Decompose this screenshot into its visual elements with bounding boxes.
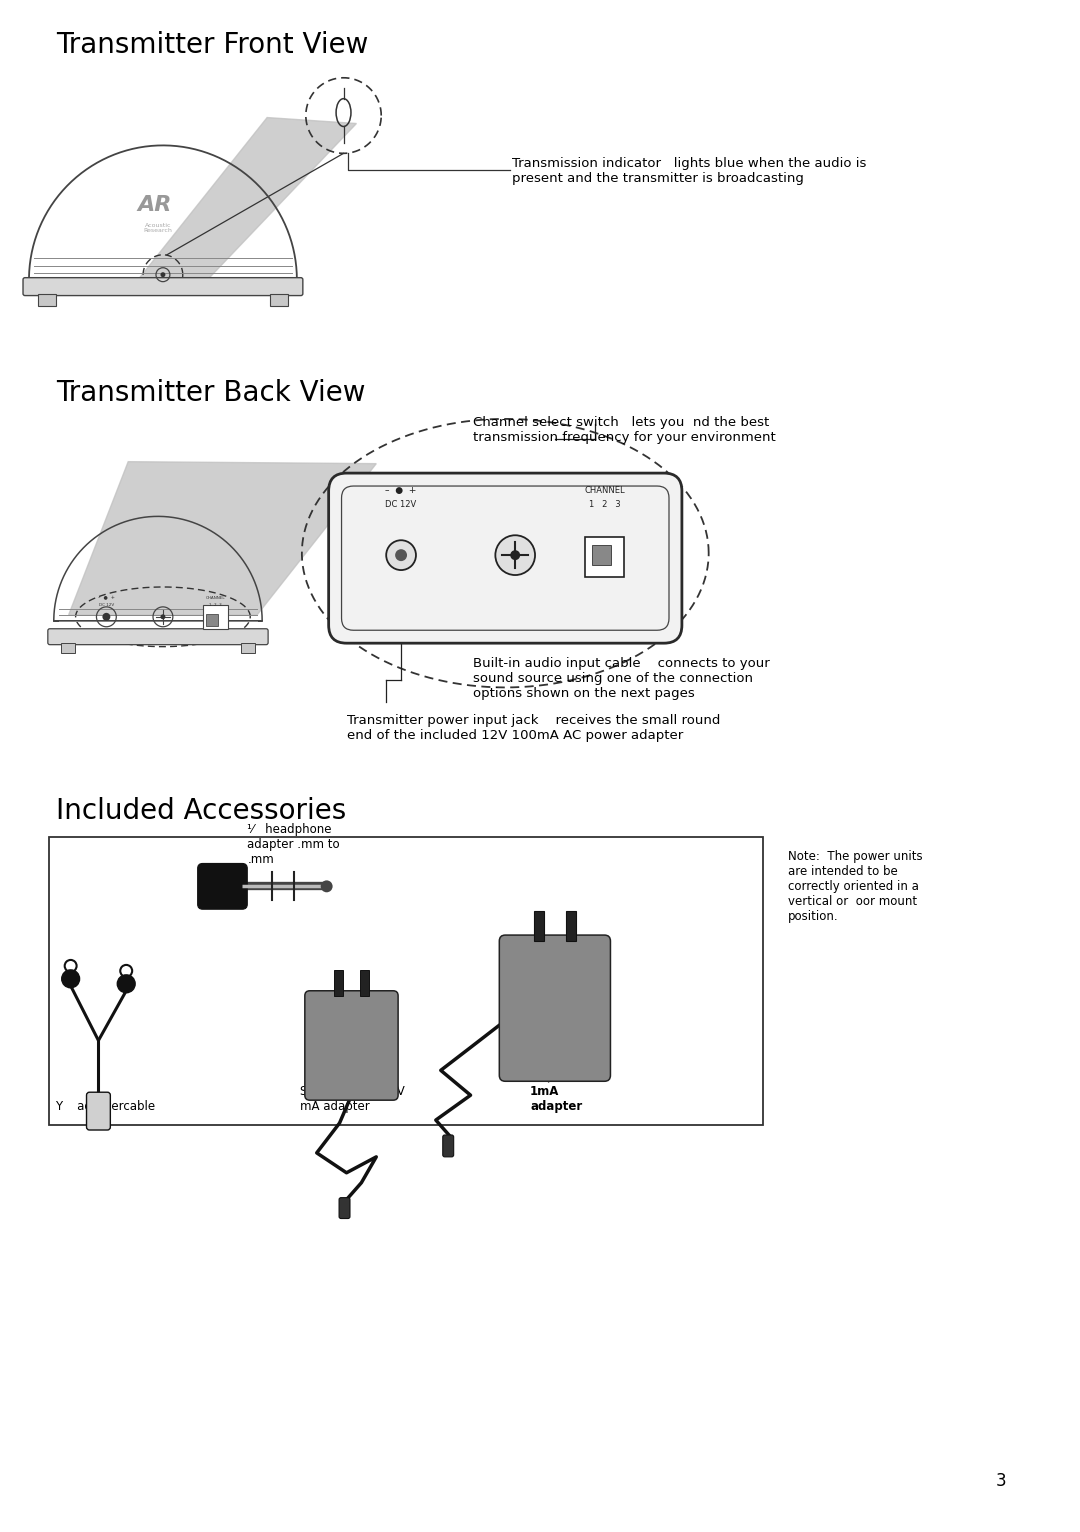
Text: SpeakerAC/DC 1V
mA adapter: SpeakerAC/DC 1V mA adapter bbox=[300, 1085, 405, 1114]
FancyBboxPatch shape bbox=[86, 1092, 110, 1131]
Text: 1  2  3: 1 2 3 bbox=[210, 604, 221, 607]
Text: DC 12V: DC 12V bbox=[98, 604, 114, 607]
Bar bbox=[49, 836, 764, 1124]
Text: –  ●  +: – ● + bbox=[386, 487, 417, 495]
Circle shape bbox=[62, 970, 80, 988]
Text: Note:  The power units
are intended to be
correctly oriented in a
vertical or  o: Note: The power units are intended to be… bbox=[788, 850, 922, 922]
Circle shape bbox=[395, 548, 407, 561]
Text: Y    adaptercable: Y adaptercable bbox=[55, 1100, 154, 1114]
Bar bbox=[334, 970, 343, 996]
Text: CHANNEL: CHANNEL bbox=[584, 487, 625, 495]
Text: Transmitter Back View: Transmitter Back View bbox=[56, 378, 365, 408]
Bar bbox=[203, 605, 229, 628]
Text: CHANNEL: CHANNEL bbox=[205, 596, 226, 601]
Text: ¹⁄   headphone
adapter .mm to
.mm: ¹⁄ headphone adapter .mm to .mm bbox=[247, 824, 340, 867]
Circle shape bbox=[118, 974, 135, 993]
Bar bbox=[205, 614, 217, 625]
Circle shape bbox=[496, 535, 535, 574]
Bar bbox=[270, 294, 288, 305]
Text: Transmitter Front View: Transmitter Front View bbox=[56, 31, 368, 60]
Circle shape bbox=[387, 541, 416, 570]
Circle shape bbox=[161, 273, 165, 277]
Text: 1   2   3: 1 2 3 bbox=[589, 501, 620, 510]
Circle shape bbox=[321, 881, 333, 892]
Bar bbox=[534, 912, 544, 941]
FancyBboxPatch shape bbox=[23, 277, 302, 296]
FancyBboxPatch shape bbox=[305, 991, 399, 1100]
Polygon shape bbox=[69, 461, 376, 614]
Bar bbox=[241, 643, 255, 653]
Circle shape bbox=[510, 550, 521, 561]
FancyBboxPatch shape bbox=[328, 473, 681, 643]
Bar bbox=[592, 545, 611, 565]
Text: DC 12V: DC 12V bbox=[386, 501, 417, 510]
Bar bbox=[38, 294, 56, 305]
Bar bbox=[566, 912, 576, 941]
FancyBboxPatch shape bbox=[48, 628, 268, 645]
FancyBboxPatch shape bbox=[499, 935, 610, 1082]
Text: Built-in audio input cable    connects to your
sound source using one of the con: Built-in audio input cable connects to y… bbox=[473, 657, 769, 700]
Bar bbox=[60, 643, 75, 653]
Circle shape bbox=[103, 613, 110, 620]
Text: –  ●  +: – ● + bbox=[98, 596, 114, 601]
Text: 3: 3 bbox=[996, 1472, 1007, 1491]
Text: Transmitter power input jack    receives the small round
end of the included 12V: Transmitter power input jack receives th… bbox=[347, 714, 720, 743]
Bar bbox=[360, 970, 369, 996]
Text: AR: AR bbox=[138, 195, 172, 214]
Bar bbox=[584, 538, 624, 578]
Text: Included Accessories: Included Accessories bbox=[56, 797, 346, 824]
Text: Acoustic
Research: Acoustic Research bbox=[144, 222, 173, 233]
Text: Channel select switch   lets you  nd the best
transmission frequency for your en: Channel select switch lets you nd the be… bbox=[473, 415, 775, 444]
Polygon shape bbox=[138, 118, 356, 280]
FancyBboxPatch shape bbox=[443, 1135, 454, 1157]
Text: Transmitter
AC/DC 12V
1mA
adapter: Transmitter AC/DC 12V 1mA adapter bbox=[530, 1056, 607, 1114]
Text: Transmission indicator   lights blue when the audio is
present and the transmitt: Transmission indicator lights blue when … bbox=[512, 158, 866, 185]
Circle shape bbox=[161, 614, 165, 619]
FancyBboxPatch shape bbox=[198, 864, 247, 908]
FancyBboxPatch shape bbox=[339, 1198, 350, 1218]
